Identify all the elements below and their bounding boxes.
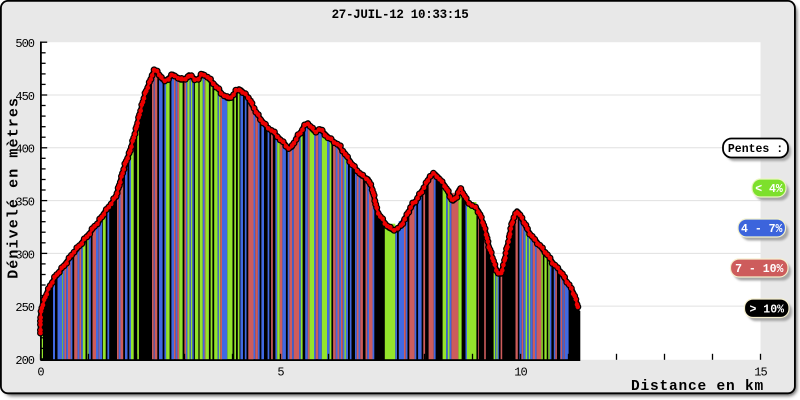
svg-text:350: 350: [15, 196, 34, 210]
svg-text:> 10%: > 10%: [749, 303, 784, 316]
svg-text:500: 500: [15, 37, 34, 51]
svg-text:Dénivelé en mètres: Dénivelé en mètres: [6, 97, 23, 279]
svg-text:7 - 10%: 7 - 10%: [735, 263, 783, 276]
svg-text:Pentes :: Pentes :: [728, 143, 783, 156]
svg-text:300: 300: [15, 248, 34, 262]
svg-text:Distance en km: Distance en km: [631, 379, 764, 395]
svg-text:15: 15: [754, 366, 767, 380]
svg-text:200: 200: [15, 354, 34, 368]
svg-text:250: 250: [15, 301, 34, 315]
svg-text:10: 10: [514, 366, 527, 380]
svg-text:450: 450: [15, 90, 34, 104]
svg-text:5: 5: [277, 366, 284, 380]
svg-text:400: 400: [15, 143, 34, 157]
svg-text:0: 0: [37, 366, 44, 380]
svg-text:4 - 7%: 4 - 7%: [741, 223, 783, 236]
svg-text:< 4%: < 4%: [755, 183, 783, 196]
svg-text:27-JUIL-12 10:33:15: 27-JUIL-12 10:33:15: [332, 8, 469, 22]
